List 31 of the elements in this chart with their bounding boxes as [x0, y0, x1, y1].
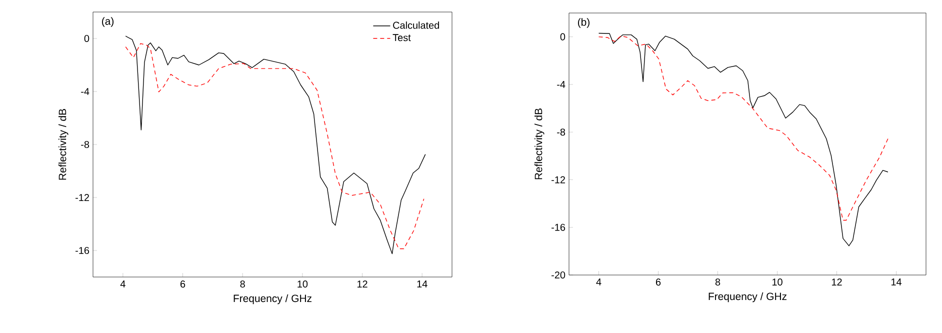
y-tick-label: -4	[81, 88, 90, 95]
y-tick-label: -8	[81, 140, 90, 148]
x-axis-title: Frequency / GHz	[234, 294, 312, 304]
x-axis-title: Frequency / GHz	[708, 292, 786, 302]
x-tick-label: 10	[298, 280, 308, 288]
x-tick-label: 4	[596, 278, 602, 286]
y-tick-label: -16	[76, 246, 90, 254]
annotation: (b)	[578, 18, 590, 28]
x-tick-label: 8	[715, 278, 720, 286]
x-tick-label: 8	[240, 280, 245, 288]
y-tick-label: -20	[552, 271, 566, 279]
y-tick-label: 0	[560, 33, 566, 40]
x-tick-label: 6	[180, 280, 186, 288]
y-tick-label: -12	[552, 176, 565, 184]
y-tick-label: -4	[557, 81, 566, 88]
legend-label: Calculated	[393, 21, 439, 29]
y-axis-title: Reflectivity / dB	[58, 109, 68, 180]
y-tick-label: 0	[84, 34, 90, 42]
x-tick-label: 14	[891, 278, 902, 286]
x-tick-label: 12	[357, 280, 368, 288]
y-axis-title: Reflectivity / dB	[534, 108, 544, 180]
y-tick-label: -16	[552, 224, 566, 231]
x-tick-label: 4	[120, 280, 126, 288]
y-tick-label: -8	[557, 128, 566, 136]
y-tick-label: -12	[76, 194, 89, 201]
x-tick-label: 14	[417, 280, 428, 288]
x-tick-label: 6	[656, 278, 661, 286]
x-tick-label: 10	[772, 278, 782, 286]
x-tick-label: 12	[832, 278, 842, 286]
annotation: (a)	[102, 17, 114, 27]
legend-label: Test	[392, 34, 411, 42]
